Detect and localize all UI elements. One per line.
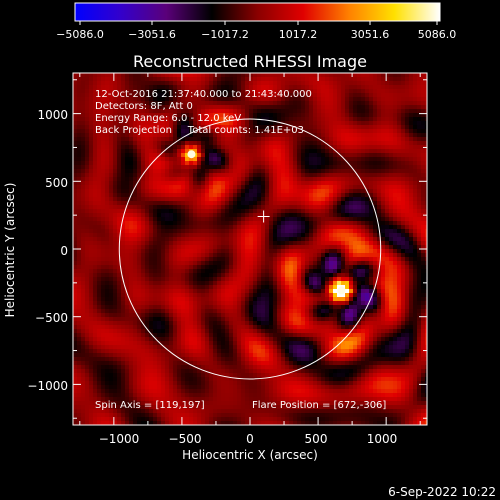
x-tick-label: −1000: [99, 432, 140, 446]
x-tick-label: 500: [305, 432, 328, 446]
info-line: Detectors: 8F, Att 0: [95, 101, 193, 112]
x-axis-label: Heliocentric X (arcsec): [182, 448, 318, 462]
y-tick-label: 0: [60, 244, 68, 258]
colorbar-tick-labels: −5086.0 −3051.6 −1017.2 1017.2 3051.6 50…: [56, 28, 456, 41]
colorbar-tick-label: 3051.6: [351, 28, 390, 41]
x-tick-labels: −1000 −500 0 500 1000: [99, 432, 398, 446]
x-tick-label: 1000: [367, 432, 398, 446]
y-tick-label: 1000: [37, 108, 68, 122]
sun-center-marker: [257, 210, 270, 223]
plot-area: 12-Oct-2016 21:37:40.000 to 21:43:40.000…: [72, 72, 428, 426]
info-text: 12-Oct-2016 21:37:40.000 to 21:43:40.000…: [95, 89, 312, 136]
x-tick-label: −500: [169, 432, 202, 446]
y-tick-label: 500: [45, 176, 68, 190]
solar-limb: [118, 118, 382, 380]
info-line: 12-Oct-2016 21:37:40.000 to 21:43:40.000: [95, 89, 312, 100]
colorbar-tick-label: −1017.2: [201, 28, 249, 41]
source-peak: [187, 150, 196, 159]
colorbar-tick-label: 1017.2: [279, 28, 318, 41]
chart-title: Reconstructed RHESSI Image: [133, 52, 367, 71]
colorbar-tick-label: −3051.6: [128, 28, 176, 41]
y-axis-label: Heliocentric Y (arcsec): [3, 183, 17, 318]
spin-axis-label: Spin Axis = [119,197]: [95, 400, 205, 411]
colorbar: −5086.0 −3051.6 −1017.2 1017.2 3051.6 50…: [56, 2, 456, 41]
flare-position-label: Flare Position = [672,-306]: [252, 400, 386, 411]
y-tick-labels: −1000 −500 0 500 1000: [27, 108, 68, 393]
x-tick-label: 0: [246, 432, 254, 446]
axis-ticks: [73, 73, 427, 425]
y-tick-label: −1000: [27, 379, 68, 393]
colorbar-tick-label: 5086.0: [418, 28, 457, 41]
colorbar-bar: [74, 2, 441, 22]
y-tick-label: −500: [35, 311, 68, 325]
source-peak: [337, 286, 346, 295]
limb-circle: [118, 118, 382, 380]
colorbar-ticks: [79, 21, 438, 25]
info-line: Back Projection Total counts: 1.41E+03: [95, 125, 304, 136]
info-line: Energy Range: 6.0 - 12.0 keV: [95, 113, 241, 124]
footer-date: 6-Sep-2022 10:22: [388, 485, 496, 499]
colorbar-tick-label: −5086.0: [56, 28, 104, 41]
heatmap-image: [73, 73, 427, 425]
